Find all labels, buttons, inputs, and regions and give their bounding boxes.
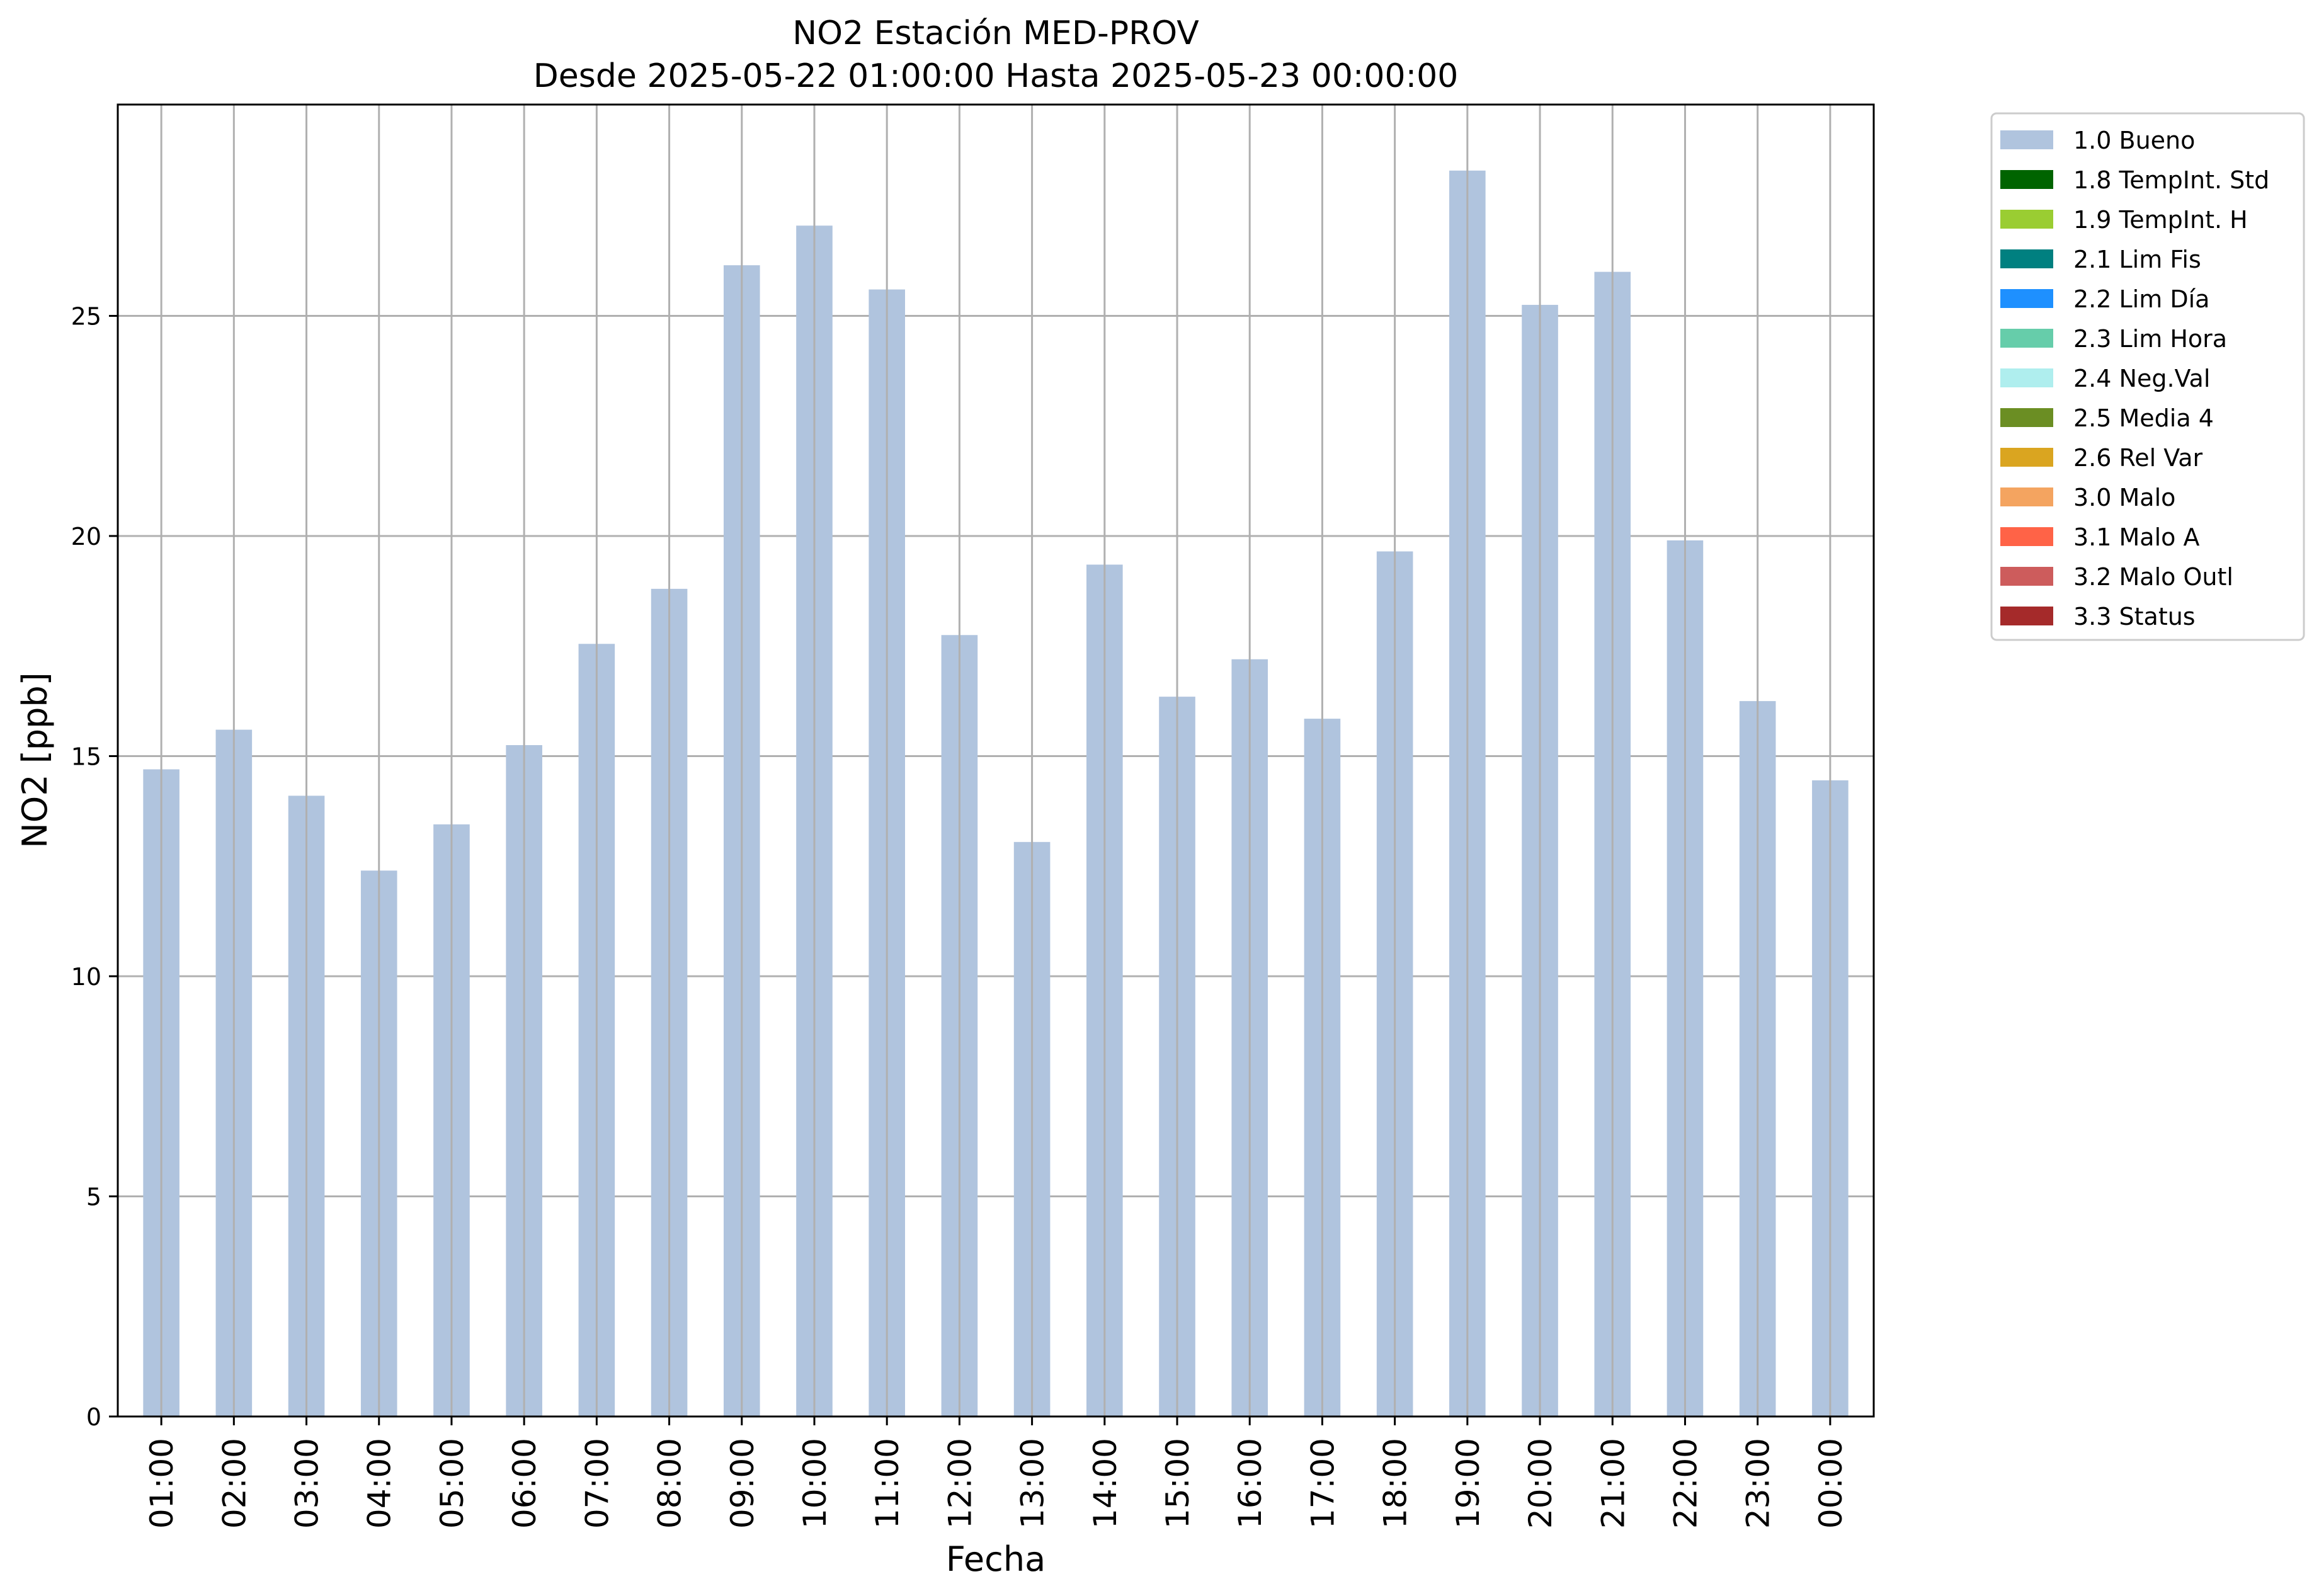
x-tick-label: 21:00	[1595, 1438, 1631, 1529]
legend-label: 2.4 Neg.Val	[2073, 365, 2210, 392]
legend-swatch	[2000, 329, 2053, 348]
y-axis-ticks: 0 5 10 15 20 25	[71, 303, 118, 1431]
legend-swatch	[2000, 210, 2053, 229]
legend-swatch	[2000, 487, 2053, 506]
y-tick-label: 0	[86, 1403, 101, 1431]
x-axis-label: Fecha	[946, 1539, 1046, 1579]
x-tick-label: 11:00	[869, 1438, 906, 1529]
x-tick-label: 13:00	[1015, 1438, 1051, 1529]
x-tick-label: 01:00	[144, 1438, 180, 1529]
bars	[143, 170, 1849, 1417]
legend-swatch	[2000, 289, 2053, 308]
x-axis-ticks: 01:00 02:00 03:00 04:00 05:00 06:00 07:00 08:00…	[144, 1416, 1849, 1529]
legend: 1.0 Bueno 1.8 TempInt. Std 1.9 TempInt. H 2…	[1990, 112, 2305, 641]
y-tick-label: 10	[71, 963, 101, 991]
y-tick-label: 25	[71, 303, 101, 331]
x-tick-label: 04:00	[362, 1438, 398, 1529]
legend-label: 2.1 Lim Fis	[2073, 246, 2201, 273]
x-tick-label: 22:00	[1667, 1438, 1704, 1529]
legend-label: 2.5 Media 4	[2073, 404, 2214, 432]
x-tick-label: 05:00	[434, 1438, 470, 1529]
legend-label: 3.0 Malo	[2073, 484, 2175, 511]
legend-swatch	[2000, 249, 2053, 268]
legend-label: 3.1 Malo A	[2073, 523, 2199, 551]
legend-swatch	[2000, 170, 2053, 189]
y-tick-label: 15	[71, 743, 101, 771]
x-tick-label: 23:00	[1740, 1438, 1777, 1529]
x-tick-label: 20:00	[1522, 1438, 1559, 1529]
vertical-grid-lines	[160, 105, 1832, 1416]
legend-label: 3.3 Status	[2073, 603, 2196, 630]
legend-swatch	[2000, 448, 2053, 467]
x-tick-label: 02:00	[216, 1438, 253, 1529]
chart-subtitle: Desde 2025-05-22 01:00:00 Hasta 2025-05-…	[533, 57, 1459, 95]
x-tick-label: 16:00	[1232, 1438, 1268, 1529]
x-tick-label: 12:00	[942, 1438, 978, 1529]
x-tick-label: 08:00	[652, 1438, 688, 1529]
legend-entries: 1.0 Bueno 1.8 TempInt. Std 1.9 TempInt. H 2…	[2000, 127, 2269, 630]
legend-swatch	[2000, 607, 2053, 625]
chart-title: NO2 Estación MED-PROV	[792, 14, 1199, 52]
x-tick-label: 06:00	[506, 1438, 543, 1529]
x-tick-label: 03:00	[289, 1438, 326, 1529]
legend-label: 3.2 Malo Outl	[2073, 563, 2233, 591]
legend-label: 2.6 Rel Var	[2073, 444, 2203, 472]
x-tick-label: 00:00	[1813, 1438, 1849, 1529]
legend-label: 2.2 Lim Día	[2073, 285, 2209, 313]
x-tick-label: 19:00	[1450, 1438, 1486, 1529]
y-axis-label: NO2 [ppb]	[15, 672, 55, 848]
y-tick-label: 5	[86, 1183, 101, 1211]
legend-label: 1.8 TempInt. Std	[2073, 166, 2269, 194]
plot-frame	[117, 103, 1875, 1418]
x-tick-label: 09:00	[724, 1438, 761, 1529]
x-tick-label: 07:00	[579, 1438, 615, 1529]
x-tick-label: 10:00	[797, 1438, 833, 1529]
legend-frame	[1990, 112, 2305, 641]
x-tick-label: 15:00	[1160, 1438, 1196, 1529]
legend-label: 1.9 TempInt. H	[2073, 206, 2248, 234]
x-tick-label: 14:00	[1087, 1438, 1124, 1529]
x-tick-label: 17:00	[1304, 1438, 1341, 1529]
x-tick-label: 18:00	[1377, 1438, 1414, 1529]
legend-swatch	[2000, 130, 2053, 149]
legend-swatch	[2000, 567, 2053, 586]
legend-swatch	[2000, 368, 2053, 387]
y-tick-label: 20	[71, 523, 101, 550]
legend-label: 1.0 Bueno	[2073, 127, 2195, 154]
legend-label: 2.3 Lim Hora	[2073, 325, 2227, 353]
legend-swatch	[2000, 527, 2053, 546]
legend-swatch	[2000, 408, 2053, 427]
